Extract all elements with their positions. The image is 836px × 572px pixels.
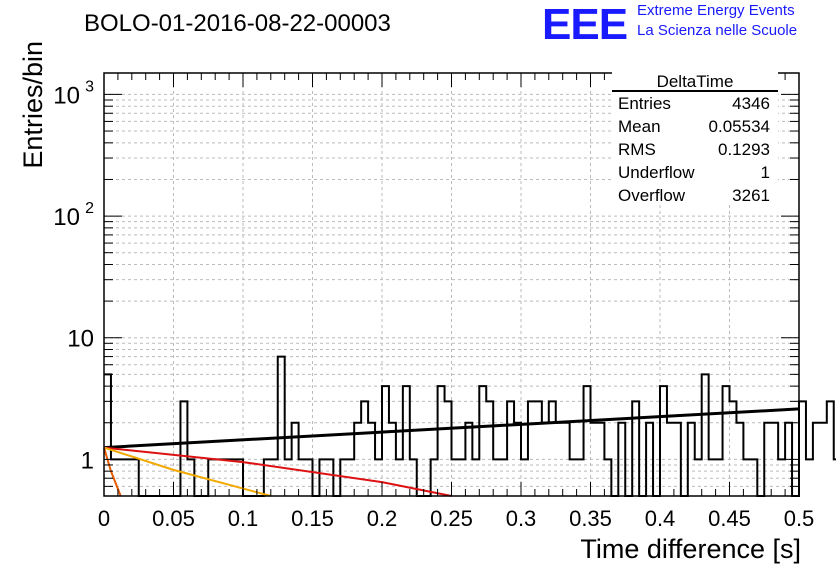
x-tick-label: 0.3 (506, 506, 537, 531)
stats-label: Underflow (618, 163, 695, 182)
histogram-line (104, 355, 836, 497)
x-tick-label: 0.2 (367, 506, 398, 531)
eee-logo: EEE (542, 0, 628, 49)
y-axis-label: Entries/bin (18, 41, 48, 169)
y-tick-label: 10 (53, 82, 80, 109)
y-tick-label-exponent: 3 (85, 78, 94, 95)
axes: 0 0.05 0.1 0.15 0.2 0.25 0.3 0.35 0.4 0.45 0.5 1 10 1… (18, 41, 814, 564)
x-tick-label: 0.1 (228, 506, 259, 531)
x-tick-label: 0 (98, 506, 110, 531)
x-tick-label: 0.05 (152, 506, 195, 531)
stats-label: Mean (618, 117, 661, 136)
stats-label: Entries (618, 94, 671, 113)
stats-value: 3261 (732, 186, 770, 205)
y-tick-label: 10 (67, 326, 94, 353)
stats-label: RMS (618, 140, 656, 159)
x-tick-label: 0.15 (291, 506, 334, 531)
y-tick-label-exponent: 2 (85, 200, 94, 217)
y-tick-label: 1 (81, 447, 94, 474)
chart-title: BOLO-01-2016-08-22-00003 (84, 10, 391, 37)
histogram (104, 355, 836, 497)
x-tick-label: 0.45 (708, 506, 751, 531)
fit-curves (103, 407, 800, 497)
x-tick-label: 0.4 (645, 506, 676, 531)
stats-box: DeltaTime Entries 4346 Mean 0.05534 RMS 0.1293… (612, 72, 778, 205)
x-axis-label: Time difference [s] (580, 534, 801, 564)
stats-value: 1 (761, 163, 770, 182)
stats-value: 4346 (732, 94, 770, 113)
stats-value: 0.1293 (718, 140, 770, 159)
x-tick-label: 0.35 (569, 506, 612, 531)
stats-label: Overflow (618, 186, 686, 205)
logo-line-1: Extreme Energy Events (637, 2, 795, 19)
x-tick-label: 0.25 (430, 506, 473, 531)
fit-curve (103, 446, 272, 497)
fit-curve (103, 407, 800, 450)
stats-value: 0.05534 (709, 117, 770, 136)
fit-curve (103, 447, 122, 497)
y-tick-label: 10 (53, 204, 80, 231)
x-tick-label: 0.5 (784, 506, 815, 531)
logo-line-2: La Scienza nelle Scuole (637, 22, 798, 39)
stats-box-bg (612, 72, 778, 204)
stats-title: DeltaTime (657, 72, 734, 91)
fit-curve (103, 446, 452, 497)
